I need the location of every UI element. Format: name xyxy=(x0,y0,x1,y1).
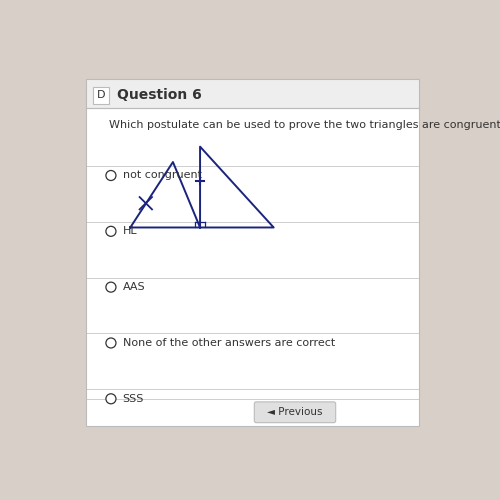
Text: AAS: AAS xyxy=(122,282,145,292)
Circle shape xyxy=(106,282,116,292)
FancyBboxPatch shape xyxy=(86,79,419,426)
Circle shape xyxy=(106,226,116,236)
Circle shape xyxy=(106,338,116,348)
FancyBboxPatch shape xyxy=(254,402,336,422)
Text: Which postulate can be used to prove the two triangles are congruent?: Which postulate can be used to prove the… xyxy=(109,120,500,130)
Text: Question 6: Question 6 xyxy=(117,88,202,102)
Circle shape xyxy=(106,394,116,404)
Text: not congruent: not congruent xyxy=(122,170,202,180)
FancyBboxPatch shape xyxy=(86,79,419,108)
Text: D: D xyxy=(96,90,105,101)
Text: HL: HL xyxy=(122,226,137,236)
Text: SSS: SSS xyxy=(122,394,144,404)
Text: None of the other answers are correct: None of the other answers are correct xyxy=(122,338,335,348)
Circle shape xyxy=(106,170,116,180)
FancyBboxPatch shape xyxy=(92,88,109,104)
Text: ◄ Previous: ◄ Previous xyxy=(267,408,323,418)
